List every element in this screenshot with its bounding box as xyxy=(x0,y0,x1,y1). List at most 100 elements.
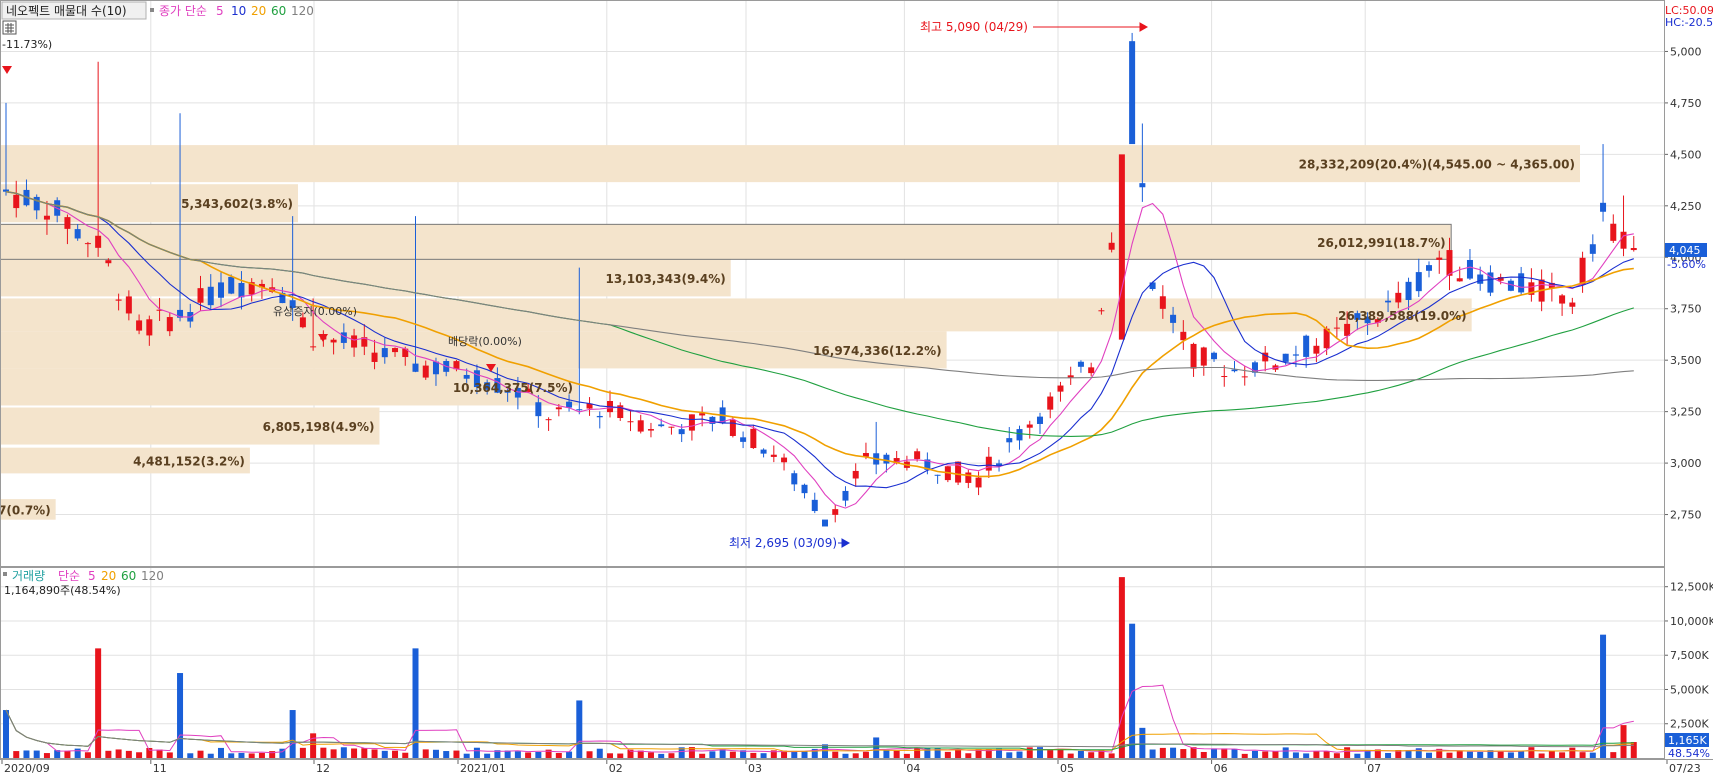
volume-bar xyxy=(545,749,552,758)
volume-bar xyxy=(637,750,644,758)
volume-bar xyxy=(1497,751,1504,758)
volume-profile-band xyxy=(0,407,380,445)
volume-bar xyxy=(187,753,194,758)
volume-bar xyxy=(463,753,470,758)
price-tick-label: 2,750 xyxy=(1670,509,1702,522)
volume-bar xyxy=(914,747,921,758)
volume-legend: 거래량 단순 5 20 60 120 1,164,890주(48.54%) xyxy=(3,569,164,597)
volume-bar xyxy=(1251,750,1258,758)
volume-bar xyxy=(74,748,81,758)
volume-bar xyxy=(146,748,153,758)
volume-profile-label: 6,805,198(4.9%) xyxy=(263,420,375,434)
candle-body xyxy=(1466,259,1473,279)
high-label: 최고 5,090 (04/29) xyxy=(920,20,1028,34)
volume-bar xyxy=(279,748,286,758)
volume-bar xyxy=(801,751,808,758)
volume-legend-title: 거래량 xyxy=(12,569,45,583)
candle-body xyxy=(832,509,839,515)
candle-body xyxy=(340,332,347,343)
price-legend: 네오펙트 매물대 수(10) 종가 단순 5 10 20 60 120 -11.… xyxy=(1,1,314,51)
volume-bar xyxy=(617,753,624,758)
volume-profile-band xyxy=(0,224,1451,260)
volume-bar xyxy=(1221,748,1228,758)
volume-tick-label: 10,000K xyxy=(1670,615,1713,628)
volume-bar xyxy=(320,747,327,758)
volume-bar xyxy=(340,747,347,758)
volume-bar xyxy=(33,750,40,758)
volume-bar xyxy=(1477,751,1484,758)
volume-bar xyxy=(576,700,583,758)
price-ma-20-line xyxy=(5,190,1634,478)
candle-body xyxy=(1180,331,1187,341)
volume-bar xyxy=(811,748,818,758)
volume-bar xyxy=(381,750,388,758)
price-tick-label: 4,750 xyxy=(1670,97,1702,110)
volume-ma-5-line xyxy=(5,684,1634,754)
candle-body xyxy=(361,337,368,347)
volume-profile-label: 26,389,588(19.0%) xyxy=(1338,309,1467,323)
volume-profile-label: 5,343,602(3.8%) xyxy=(181,197,293,211)
candle-body xyxy=(627,421,634,423)
candle-body xyxy=(760,449,767,454)
candle-body xyxy=(484,382,491,390)
volume-bar xyxy=(1088,752,1095,758)
candle-body xyxy=(1231,369,1238,372)
candle-body xyxy=(1303,335,1310,357)
volume-bar xyxy=(351,748,358,758)
candle-body xyxy=(371,352,378,362)
volume-bar xyxy=(125,750,132,758)
volume-bar xyxy=(1610,752,1617,758)
candle-body xyxy=(1118,154,1125,340)
candle-body xyxy=(924,459,931,470)
price-tick-label: 4,250 xyxy=(1670,200,1702,213)
candle-body xyxy=(13,194,20,209)
candle-body xyxy=(1333,327,1340,329)
grid-toggle-glyph xyxy=(5,23,14,33)
candle-body xyxy=(586,403,593,409)
volume-ma-label: 단순 xyxy=(58,569,80,583)
volume-bar xyxy=(1548,751,1555,758)
candle-body xyxy=(596,415,603,418)
volume-bar xyxy=(299,747,306,758)
volume-bar xyxy=(156,749,163,758)
candle-body xyxy=(146,319,153,336)
volume-panel-frame xyxy=(0,567,1665,759)
candle-body xyxy=(3,189,9,192)
volume-bar xyxy=(361,748,368,758)
price-ma-5-line xyxy=(5,191,1634,509)
candle-body xyxy=(1047,396,1054,410)
candle-body xyxy=(688,414,695,431)
candle-body xyxy=(1579,257,1586,285)
volume-bar xyxy=(1466,751,1473,758)
volume-bar xyxy=(1180,749,1187,758)
volume-profile-band xyxy=(0,145,1580,183)
price-ma-120-line xyxy=(5,191,1634,381)
volume-bar xyxy=(1036,747,1043,758)
candle-body xyxy=(699,413,706,416)
volume-bar xyxy=(781,750,788,758)
price-change-note: -11.73%) xyxy=(2,38,52,51)
price-ma-5: 5 xyxy=(216,4,224,18)
candle-body xyxy=(1559,295,1566,304)
volume-bar xyxy=(1282,747,1289,758)
volume-bar xyxy=(330,749,337,758)
volume-profile-labels: 998,117(0.7%) 4,481,152(3.2%) 6,805,198(4.… xyxy=(0,158,1575,518)
candle-body xyxy=(1026,424,1033,428)
event-markers: 유상증자(0.00%) 배당락(0.00%) xyxy=(2,66,522,372)
volume-bar xyxy=(1262,751,1269,758)
candle-body xyxy=(74,229,81,239)
volume-bar xyxy=(1446,752,1453,758)
candle-body xyxy=(637,420,644,432)
candle-body xyxy=(668,426,675,428)
price-tick-label: 3,500 xyxy=(1670,354,1702,367)
candle-body xyxy=(197,288,204,303)
volume-bar xyxy=(1559,752,1566,758)
volume-bar xyxy=(1272,751,1279,758)
candle-body xyxy=(781,457,788,463)
volume-bar xyxy=(1047,750,1054,758)
volume-bar xyxy=(269,751,276,758)
candle-body xyxy=(1190,343,1197,369)
volume-bar xyxy=(1200,751,1207,758)
volume-bar xyxy=(1507,752,1514,758)
volume-bar xyxy=(1436,748,1443,758)
